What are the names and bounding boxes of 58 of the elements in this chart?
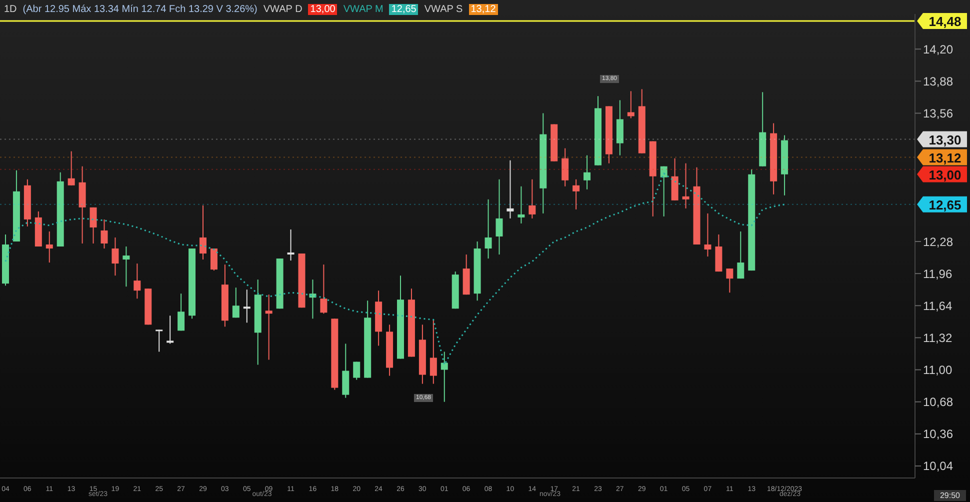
y-tick-label: 11,96	[923, 266, 952, 281]
candlestick	[287, 228, 294, 262]
y-tick-label: 10,36	[923, 427, 954, 442]
annotation: VWAP S	[424, 4, 463, 15]
ref-line-label: 13,30	[928, 132, 962, 148]
candlestick	[660, 166, 668, 217]
candlestick	[484, 198, 492, 260]
candlestick	[265, 294, 272, 360]
candlestick	[562, 148, 569, 187]
ref-line-label: 12,65	[928, 197, 962, 212]
candlestick	[134, 263, 141, 300]
candlestick	[46, 230, 53, 264]
candlestick	[156, 329, 163, 352]
annotation: VWAP D	[263, 4, 302, 15]
candlestick	[528, 178, 536, 219]
candlestick	[518, 186, 525, 224]
y-tick-label: 12,28	[923, 234, 954, 249]
candlestick	[627, 90, 634, 119]
text: 12,65	[391, 4, 416, 15]
candlestick	[737, 230, 744, 280]
annotation: (Abr 12.95 Máx 13.34 Mín 12.74 Fch 13.29 V 3.26%)	[22, 4, 258, 15]
candlestick	[682, 162, 690, 209]
candlestick	[68, 150, 75, 186]
candlestick	[232, 287, 240, 318]
candlestick	[112, 236, 119, 276]
y-tick-label: 11,32	[923, 330, 952, 345]
candlestick	[166, 315, 174, 344]
candlestick	[584, 154, 591, 190]
candlestick	[178, 293, 185, 332]
y-tick-label: 11,00	[923, 363, 952, 378]
candlestick	[430, 319, 437, 384]
ref-line-label: 14,48	[928, 14, 962, 30]
candlestick	[200, 204, 206, 260]
y-tick-label: 10,68	[923, 395, 954, 410]
y-tick-label: 14,20	[923, 42, 954, 56]
y-tick-label: 13,56	[923, 106, 954, 120]
candlestick	[726, 268, 734, 294]
candlestick	[506, 160, 514, 219]
candlestick	[440, 351, 448, 402]
text: VWAP M	[343, 4, 384, 15]
ref-line-label: 13,12	[928, 150, 962, 166]
candlestick	[704, 212, 712, 258]
candlestick	[100, 218, 108, 250]
candlestick	[320, 264, 328, 314]
candlestick	[496, 178, 503, 256]
annotation: 1D	[4, 4, 17, 15]
candlestick	[90, 206, 97, 244]
text: 13,00	[310, 4, 336, 15]
text: 13,12	[470, 4, 496, 15]
y-tick-label: 11,64	[923, 298, 952, 313]
y-tick-label: 13,88	[923, 74, 954, 88]
candlestick	[572, 178, 580, 210]
ref-line-label: 13,00	[928, 167, 962, 182]
y-tick-label: 10,04	[923, 459, 954, 474]
text: 29:50	[934, 490, 966, 501]
candlestick	[243, 289, 250, 324]
candlestick	[353, 361, 360, 380]
candlestick	[122, 246, 130, 288]
